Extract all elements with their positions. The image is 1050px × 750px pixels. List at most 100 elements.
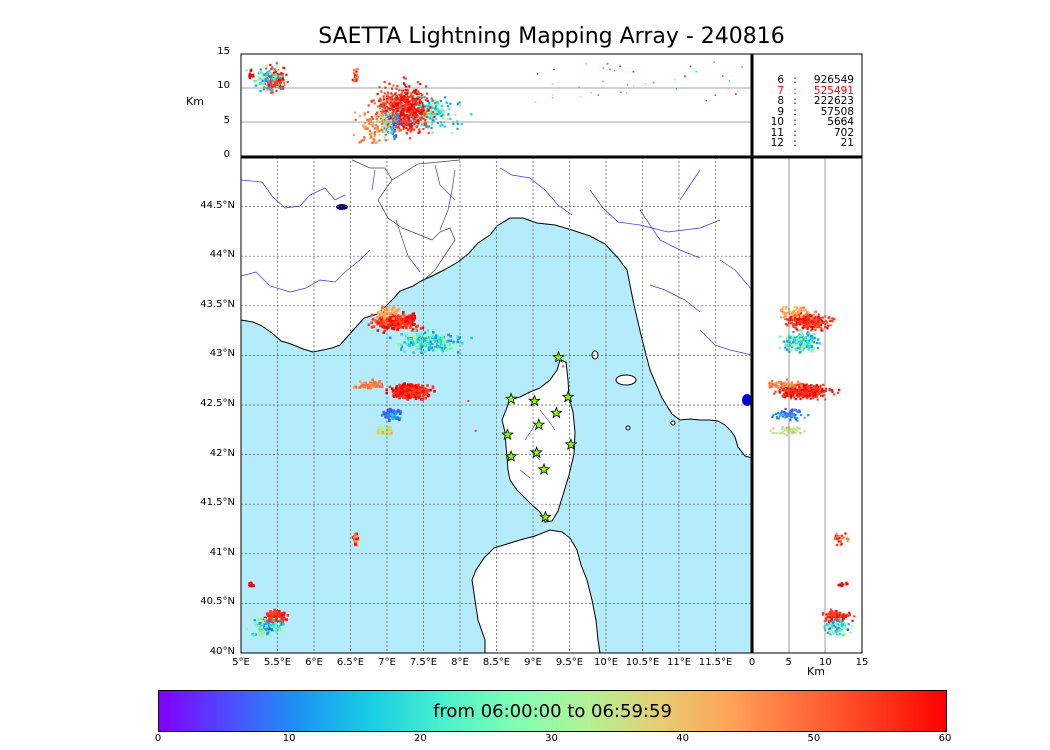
lightning-source-mark <box>394 136 398 139</box>
lightning-source-mark <box>282 629 285 632</box>
lightning-source-mark <box>791 345 794 348</box>
lightning-source-mark <box>376 311 380 314</box>
lightning-source-mark <box>377 115 380 118</box>
lightning-source-mark <box>279 85 283 88</box>
lightning-source-mark <box>274 85 277 88</box>
lightning-source-mark <box>392 117 395 120</box>
lightning-source-mark <box>794 427 798 431</box>
lightning-source-mark <box>794 398 797 401</box>
lightning-source-mark <box>842 536 845 539</box>
lightning-source-mark <box>838 388 841 391</box>
lightning-source-mark <box>429 110 432 113</box>
station-star-icon <box>549 406 563 419</box>
lightning-source-mark <box>411 113 415 116</box>
lightning-source-mark <box>419 109 422 112</box>
lightning-source-mark <box>245 627 249 631</box>
lightning-source-mark <box>406 99 409 102</box>
lightning-source-mark <box>404 320 407 323</box>
lightning-source-mark <box>429 106 432 109</box>
lightning-source-mark <box>390 431 393 435</box>
lightning-source-mark <box>431 110 435 114</box>
lightning-source-mark <box>278 78 281 81</box>
lightning-source-mark <box>439 336 442 340</box>
lightning-source-mark <box>474 429 477 432</box>
lightning-source-mark <box>803 384 806 387</box>
lightning-source-mark <box>816 386 819 389</box>
lightning-source-mark <box>789 394 792 397</box>
lightning-source-mark <box>824 387 827 390</box>
lightning-source-mark <box>272 625 276 628</box>
lightning-source-mark <box>255 621 259 625</box>
lightning-source-mark <box>425 335 428 338</box>
lightning-source-mark <box>796 306 799 309</box>
lightning-source-mark <box>830 625 833 628</box>
lightning-source-mark <box>413 329 417 332</box>
lightning-source-mark <box>278 80 281 83</box>
lightning-source-mark <box>776 417 779 420</box>
lightning-source-mark <box>379 103 382 106</box>
lightning-source-mark <box>387 309 390 313</box>
latitude-tick-label: 40°N <box>209 646 235 657</box>
lightning-source-mark <box>793 390 796 393</box>
lightning-source-mark <box>396 103 400 106</box>
lightning-source-mark <box>423 96 426 99</box>
lightning-source-mark <box>551 97 554 99</box>
lightning-source-mark <box>420 115 423 118</box>
station-star-icon <box>504 449 518 462</box>
lightning-source-mark <box>404 117 407 120</box>
lightning-source-mark <box>409 127 412 130</box>
lightning-source-mark <box>285 73 288 76</box>
lightning-source-mark <box>380 414 384 417</box>
lightning-source-mark <box>841 622 844 625</box>
lightning-source-mark <box>270 82 273 85</box>
lightning-source-mark <box>786 429 789 432</box>
lightning-source-mark <box>384 102 387 106</box>
count-level: 9 <box>777 105 784 118</box>
lightning-source-mark <box>413 123 416 126</box>
lightning-source-mark <box>827 618 830 621</box>
lightning-source-mark <box>401 97 404 100</box>
lightning-source-mark <box>411 125 414 128</box>
lightning-source-mark <box>562 365 565 368</box>
lightning-source-mark <box>807 320 810 323</box>
lightning-source-mark <box>418 96 421 99</box>
lightning-source-mark <box>279 628 283 631</box>
lightning-source-mark <box>392 84 395 87</box>
lightning-source-mark <box>433 339 437 342</box>
lightning-source-mark <box>424 391 427 395</box>
lightning-source-mark <box>813 310 816 313</box>
lightning-source-mark <box>403 102 406 105</box>
lightning-source-mark <box>379 107 382 110</box>
lightning-source-mark <box>248 72 252 75</box>
lightning-source-mark <box>404 392 408 395</box>
lightning-source-mark <box>265 64 268 67</box>
count-value: 222623 <box>813 95 854 107</box>
lightning-source-mark <box>398 396 401 400</box>
lightning-source-mark <box>801 341 804 344</box>
lightning-source-mark <box>397 322 400 326</box>
lightning-source-mark <box>836 538 839 541</box>
lightning-source-mark <box>398 107 401 110</box>
lightning-source-mark <box>797 320 800 323</box>
lightning-source-mark <box>831 617 834 620</box>
lightning-source-mark <box>378 385 381 388</box>
lightning-source-mark <box>270 614 274 617</box>
lightning-source-mark <box>277 70 280 73</box>
lightning-source-mark <box>797 340 800 343</box>
lightning-source-mark <box>811 345 814 348</box>
lightning-source-mark <box>825 617 828 620</box>
lightning-source-mark <box>809 397 812 400</box>
lightning-source-mark <box>431 99 434 102</box>
lightning-source-mark <box>684 76 687 78</box>
lightning-source-mark <box>428 104 431 107</box>
river-lines <box>241 164 752 356</box>
lightning-source-mark <box>578 86 580 88</box>
lightning-source-mark <box>282 618 285 621</box>
lightning-source-mark <box>807 414 810 417</box>
count-row: 8:222623 <box>760 96 854 107</box>
lightning-source-mark <box>390 131 393 134</box>
lightning-source-mark <box>822 321 825 324</box>
lightning-source-mark <box>827 612 830 615</box>
lightning-source-mark <box>371 122 374 125</box>
lightning-source-mark <box>269 610 272 613</box>
